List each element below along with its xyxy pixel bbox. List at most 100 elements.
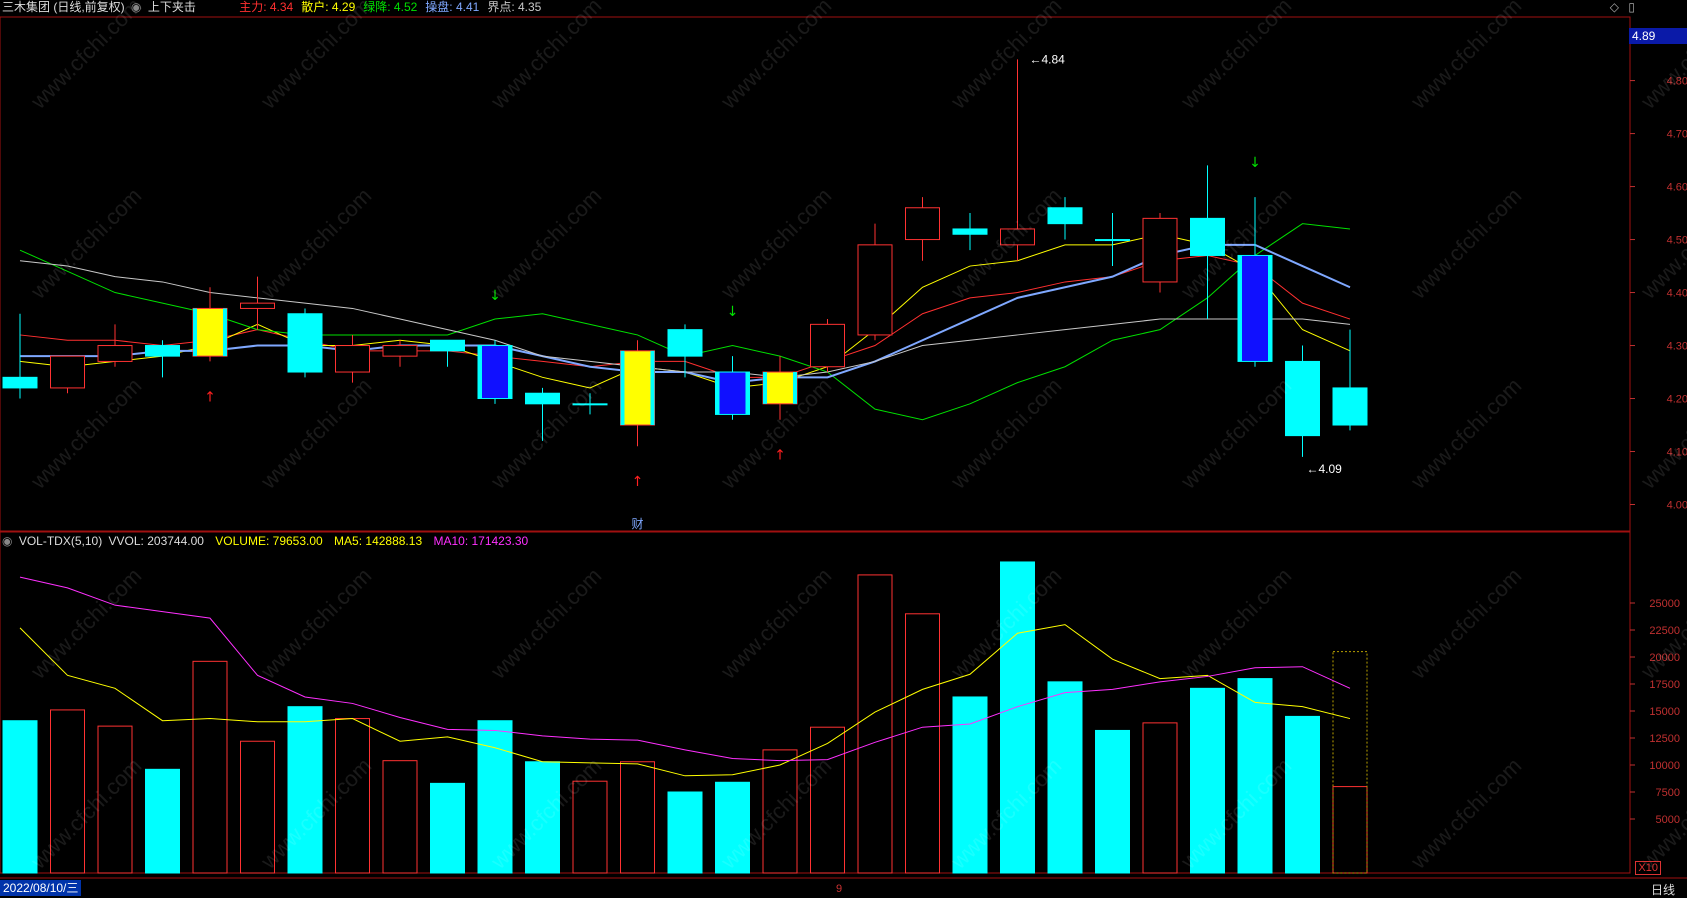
diamond-icon[interactable]: ◇ [1609, 0, 1619, 14]
indicator-value-1: 散户: 4.29 [301, 0, 356, 14]
buy-signal-arrow: ↑ [204, 389, 216, 405]
volume-bar [240, 740, 275, 874]
ma10-value: MA10: 171423.30 [433, 534, 529, 548]
sell-signal-arrow: ↓ [489, 288, 501, 304]
volume-tick-label: 22500 [1649, 625, 1680, 637]
candle-edge [715, 372, 720, 415]
volume-bar [1000, 561, 1035, 874]
candle-body [1095, 239, 1130, 242]
price-panel-frame [0, 16, 1631, 532]
volume-tick-label: 25000 [1649, 598, 1680, 610]
indicator-value-4: 界点: 4.35 [487, 0, 542, 14]
price-tick-label: 4.70 [1667, 129, 1687, 141]
candle-edge [650, 350, 655, 426]
volume-bar [192, 660, 228, 874]
candle-body [1190, 217, 1225, 256]
candle-body [1285, 360, 1320, 437]
watermark: www.cfchi.com [945, 373, 1066, 494]
candle-body [97, 345, 133, 362]
candle-body [525, 392, 560, 405]
volume-bar [905, 613, 940, 874]
candle-body [287, 313, 323, 373]
volume-bar [1237, 678, 1273, 874]
volume-bar [620, 761, 655, 874]
candle-body [1142, 217, 1178, 283]
indicator-name[interactable]: 上下夹击 [147, 0, 196, 14]
volume-bar [572, 780, 608, 874]
volume-bar [1095, 729, 1130, 874]
price-panel-header: 三木集团 (日线,前复权) ◉ 上下夹击 主力: 4.34 散户: 4.29 绿降:… [2, 0, 552, 15]
watermark: www.cfchi.com [255, 563, 376, 684]
indicator-values: 主力: 4.34 散户: 4.29 绿降: 4.52 操盘: 4.41 界点: 4.35 [239, 0, 549, 14]
volume-tick-label: 15000 [1649, 706, 1680, 718]
settings-icon[interactable]: ◉ [131, 0, 142, 14]
volume-bar [1332, 786, 1368, 874]
volume-bar [857, 574, 893, 874]
candle-body [1332, 387, 1368, 426]
volume-tick-label: 12500 [1649, 733, 1680, 745]
candle-body [1000, 228, 1035, 246]
volume-bar [287, 706, 323, 874]
settings-icon[interactable]: ◉ [2, 534, 13, 548]
candle-edge [193, 308, 197, 357]
candle-edge [620, 350, 625, 426]
candle-body [192, 307, 228, 357]
candle-body [857, 244, 893, 336]
watermark: www.cfchi.com [715, 563, 836, 684]
candle-body [2, 376, 38, 389]
price-tick-label: 4.60 [1667, 182, 1687, 194]
window-icon[interactable]: ▯ [1628, 0, 1635, 14]
month-tick: 9 [836, 883, 843, 895]
candle-edge [1238, 255, 1242, 362]
candle-edge [223, 308, 227, 357]
indicator-value-3: 操盘: 4.41 [425, 0, 480, 14]
sell-signal-arrow: ↓ [727, 304, 739, 320]
vol-indicator-name[interactable]: VOL-TDX(5,10) [18, 534, 103, 548]
watermark: www.cfchi.com [1175, 563, 1296, 684]
volume-bar [50, 709, 85, 874]
volume-bar [335, 718, 370, 874]
volume-bar [382, 760, 418, 874]
candle-body [715, 371, 750, 415]
watermark: www.cfchi.com [1405, 183, 1526, 304]
vvol-value: VVOL: 203744.00 [108, 534, 204, 548]
candle-body [905, 207, 940, 241]
candle-body [335, 345, 370, 373]
volume-bar [762, 749, 798, 874]
price-tick-label: 4.20 [1667, 394, 1687, 406]
candle-body [572, 403, 608, 406]
candle-body [382, 345, 418, 357]
volume-bar [525, 761, 560, 874]
candle-edge [793, 372, 797, 404]
watermark: www.cfchi.com [1405, 373, 1526, 494]
watermark: www.cfchi.com [255, 373, 376, 494]
finance-marker: 财 [631, 517, 643, 531]
watermark: www.cfchi.com [25, 373, 146, 494]
candle-edge [745, 372, 750, 415]
price-tick-label: 4.80 [1667, 76, 1687, 88]
candle-edge [1268, 255, 1272, 362]
watermark: www.cfchi.com [1635, 563, 1687, 684]
volume-bar [97, 725, 133, 874]
timeframe-label[interactable]: 日线 [1650, 883, 1675, 897]
volume-bar [1285, 715, 1320, 874]
volume-tick-label: 5000 [1656, 814, 1680, 826]
candle-body [620, 350, 655, 426]
volume-bar [715, 781, 750, 874]
volume-bar [952, 696, 988, 874]
candle-body [667, 329, 703, 357]
candle-edge [478, 345, 482, 399]
watermark: www.cfchi.com [1635, 373, 1687, 494]
candle-body [1047, 207, 1083, 225]
price-tick-label: 4.40 [1667, 288, 1687, 300]
buy-signal-arrow: ↑ [632, 474, 644, 490]
candle-edge [763, 372, 767, 404]
volume-forecast-box [1332, 651, 1368, 874]
watermark: www.cfchi.com [1175, 373, 1296, 494]
volume-bar [667, 791, 703, 874]
volume-tick-label: 7500 [1656, 787, 1680, 799]
watermark: www.cfchi.com [25, 563, 146, 684]
candle-body [952, 228, 988, 235]
volume-tick-label: 10000 [1649, 760, 1680, 772]
